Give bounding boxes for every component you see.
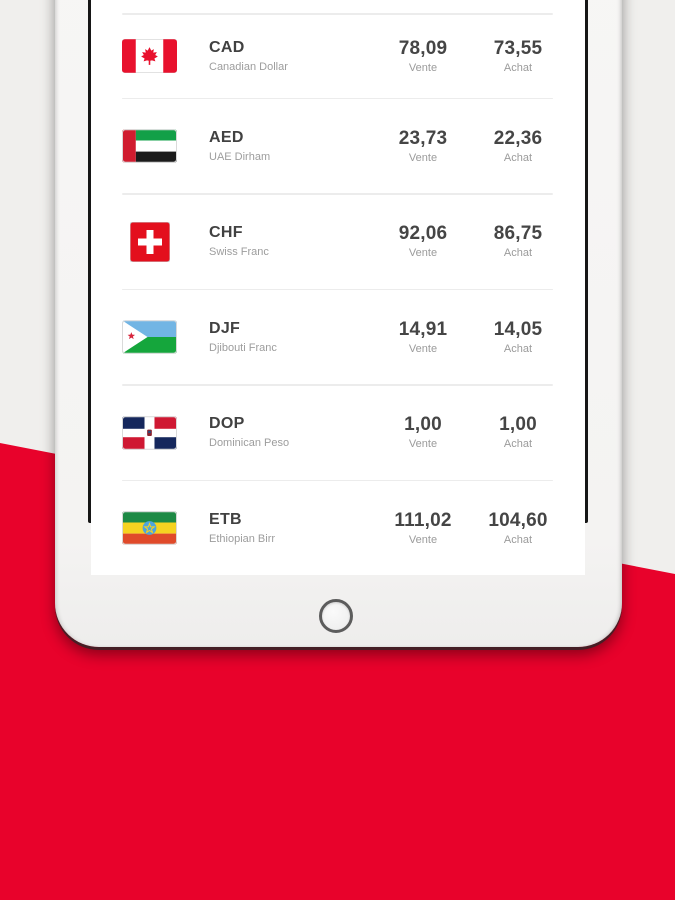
currency-row-etb[interactable]: ETB Ethiopian Birr 111,02 Vente 104,60 A… [91,481,585,575]
buy-rate: 1,00 [499,414,537,435]
row-divider [122,97,553,99]
flag-switzerland-icon [122,221,177,262]
currency-code: AED [209,128,244,146]
buy-label: Achat [503,247,533,259]
sell-column: 14,91 Vente [383,320,463,355]
flag-ethiopia-icon [122,511,177,545]
currency-row-cad[interactable]: CAD Canadian Dollar 78,09 Vente 73,55 Ac… [91,14,585,98]
sell-rate: 1,00 [404,414,442,435]
buy-column: 1,00 Achat [478,415,558,450]
currency-row-dop[interactable]: DOP Dominican Peso 1,00 Vente 1,00 Achat [91,385,585,480]
sell-column: 78,09 Vente [383,39,463,74]
buy-label: Achat [503,533,533,546]
buy-label: Achat [503,61,533,74]
row-divider [122,13,553,15]
currency-code: DOP [209,415,245,432]
sell-column: 23,73 Vente [383,129,463,164]
buy-column: 14,05 Achat [478,320,558,355]
currency-info: CHF Swiss Franc [209,225,383,258]
buy-rate: 104,60 [488,509,548,531]
row-divider [122,288,553,290]
buy-label: Achat [503,342,533,355]
currency-row-chf[interactable]: CHF Swiss Franc 92,06 Vente 86,75 Achat [91,194,585,289]
row-divider [122,384,553,386]
tablet-frame: CAD Canadian Dollar 78,09 Vente 73,55 Ac… [55,0,622,647]
currency-name: Ethiopian Birr [209,532,276,545]
buy-column: 22,36 Achat [478,129,558,164]
buy-label: Achat [503,438,533,450]
sell-label: Vente [408,533,438,546]
currency-code: CAD [209,38,245,56]
buy-column: 73,55 Achat [478,39,558,74]
currency-info: DOP Dominican Peso [209,416,383,449]
sell-label: Vente [408,438,438,450]
buy-column: 86,75 Achat [478,224,558,259]
currency-name: UAE Dirham [209,150,271,163]
currency-info: AED UAE Dirham [209,128,383,163]
home-button[interactable] [319,599,353,633]
currency-info: ETB Ethiopian Birr [209,510,383,545]
row-divider [122,193,553,195]
currency-name: Swiss Franc [209,246,269,258]
sell-label: Vente [408,247,438,259]
sell-rate: 14,91 [398,318,448,340]
buy-label: Achat [503,151,533,164]
buy-rate: 86,75 [493,223,543,244]
screen: CAD Canadian Dollar 78,09 Vente 73,55 Ac… [88,0,588,575]
currency-code: CHF [209,224,243,241]
flag-uae-icon [122,129,177,163]
sell-rate: 78,09 [398,37,448,59]
currency-row-djf[interactable]: DJF Djibouti Franc 14,91 Vente 14,05 Ach… [91,290,585,384]
sell-rate: 111,02 [394,509,452,531]
buy-rate: 14,05 [493,318,543,340]
sell-label: Vente [408,61,438,74]
buy-rate: 22,36 [493,127,543,149]
buy-column: 104,60 Achat [478,511,558,546]
currency-info: CAD Canadian Dollar [209,38,383,73]
sell-label: Vente [408,342,438,355]
buy-rate: 73,55 [493,37,543,59]
sell-rate: 23,73 [398,127,448,149]
currency-row-aed[interactable]: AED UAE Dirham 23,73 Vente 22,36 Achat [91,99,585,193]
currency-name: Djibouti Franc [209,341,277,354]
currency-name: Dominican Peso [209,437,290,449]
currency-code: DJF [209,319,241,337]
flag-djibouti-icon [122,320,177,354]
currency-list: CAD Canadian Dollar 78,09 Vente 73,55 Ac… [91,13,585,575]
sell-column: 1,00 Vente [383,415,463,450]
row-divider [122,479,553,481]
flag-canada-icon [122,39,177,73]
flag-dominican-republic-icon [122,415,177,450]
currency-info: DJF Djibouti Franc [209,319,383,354]
sell-label: Vente [408,151,438,164]
sell-rate: 92,06 [398,223,448,244]
currency-name: Canadian Dollar [209,60,288,73]
currency-code: ETB [209,510,242,528]
sell-column: 111,02 Vente [383,511,463,546]
sell-column: 92,06 Vente [383,224,463,259]
